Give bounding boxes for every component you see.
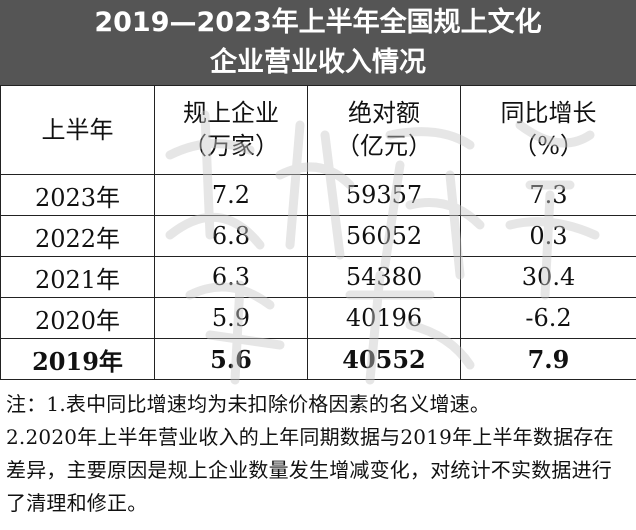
table-row: 2020年 5.9 40196 -6.2 — [0, 297, 636, 339]
header-enterprises: 规上企业 （万家） — [154, 85, 308, 175]
table-row: 2021年 6.3 54380 30.4 — [0, 256, 636, 298]
header-growth: 同比增长 （%） — [460, 85, 636, 175]
cell-growth: 30.4 — [460, 256, 636, 298]
cell-growth: 7.9 — [460, 338, 636, 380]
cell-amount: 54380 — [307, 256, 461, 298]
table-row: 2022年 6.8 56052 0.3 — [0, 215, 636, 257]
cell-amount: 59357 — [307, 174, 461, 216]
header-growth-label: 同比增长 — [500, 99, 597, 127]
table-row: 2023年 7.2 59357 7.3 — [0, 174, 636, 216]
cell-year: 2020年 — [0, 297, 155, 339]
cell-growth: -6.2 — [460, 297, 636, 339]
footnote-1: 注：1.表中同比增速均为未扣除价格因素的名义增速。 — [6, 392, 491, 416]
header-growth-unit: （%） — [513, 132, 584, 160]
header-amount-unit: （亿元） — [336, 132, 432, 160]
header-amount: 绝对额 （亿元） — [307, 85, 461, 175]
header-enterprises-label: 规上企业 — [183, 99, 279, 127]
cell-amount: 56052 — [307, 215, 461, 257]
cell-amount: 40196 — [307, 297, 461, 339]
cell-year: 2019年 — [0, 338, 155, 380]
footnote-2: 2.2020年上半年营业收入的上年同期数据与2019年上半年数据存在差异，主要原… — [6, 425, 614, 515]
cell-enterprises: 6.8 — [154, 215, 308, 257]
cell-enterprises: 6.3 — [154, 256, 308, 298]
table-title-bar: 2019—2023年上半年全国规上文化 企业营业收入情况 — [0, 0, 636, 85]
footnotes: 注：1.表中同比增速均为未扣除价格因素的名义增速。 2.2020年上半年营业收入… — [6, 388, 632, 520]
cell-enterprises: 7.2 — [154, 174, 308, 216]
header-period-label: 上半年 — [41, 115, 114, 144]
cell-enterprises: 5.9 — [154, 297, 308, 339]
header-period: 上半年 — [0, 85, 155, 175]
cell-enterprises: 5.6 — [154, 338, 308, 380]
table-row: 2019年 5.6 40552 7.9 — [0, 338, 636, 380]
cell-year: 2021年 — [0, 256, 155, 298]
table-title-line2: 企业营业收入情况 — [210, 47, 426, 78]
cell-year: 2022年 — [0, 215, 155, 257]
header-amount-label: 绝对额 — [348, 99, 420, 127]
cell-growth: 7.3 — [460, 174, 636, 216]
header-enterprises-unit: （万家） — [183, 132, 279, 160]
table-header-row: 上半年 规上企业 （万家） 绝对额 （亿元） 同比增长 （%） — [0, 85, 636, 175]
table-title-line1: 2019—2023年上半年全国规上文化 — [94, 7, 542, 38]
cell-year: 2023年 — [0, 174, 155, 216]
cell-amount: 40552 — [307, 338, 461, 380]
cell-growth: 0.3 — [460, 215, 636, 257]
revenue-table: 上半年 规上企业 （万家） 绝对额 （亿元） 同比增长 （%） 2023年 7.… — [0, 85, 636, 380]
